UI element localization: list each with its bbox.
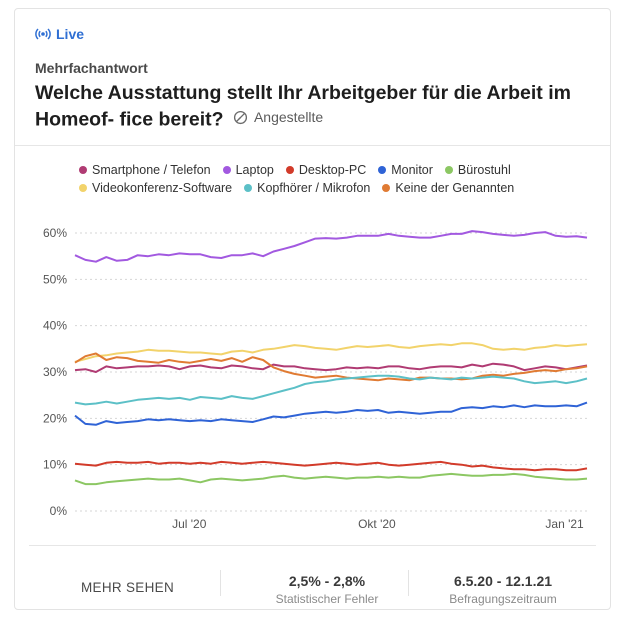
live-label: Live <box>56 26 85 42</box>
y-tick-label: 20% <box>43 411 67 425</box>
legend-row: Videokonferenz-Software Kopfhörer / Mikro… <box>79 179 579 197</box>
x-tick-label: Jul '20 <box>172 517 207 531</box>
y-tick-label: 40% <box>43 319 67 333</box>
series-line <box>74 401 588 426</box>
series-line <box>74 460 588 472</box>
legend-label: Bürostuhl <box>457 163 511 177</box>
legend-label: Keine der Genannten <box>395 181 515 195</box>
series-line <box>74 230 588 263</box>
error-stat: 2,5% - 2,8% Statistischer Fehler <box>237 573 417 606</box>
legend-item[interactable]: Smartphone / Telefon <box>79 163 211 177</box>
period-label: Befragungszeitraum <box>449 592 557 606</box>
legend-label: Videokonferenz-Software <box>92 181 233 195</box>
footer-separator <box>408 570 409 596</box>
legend-item[interactable]: Bürostuhl <box>444 163 511 177</box>
series-line <box>74 362 588 373</box>
error-value: 2,5% - 2,8% <box>288 573 366 589</box>
legend-item[interactable]: Laptop <box>222 163 274 177</box>
question-title: Welche Ausstattung stellt Ihr Arbeitgebe… <box>35 82 571 131</box>
y-tick-label: 10% <box>43 458 67 472</box>
x-tick-label: Okt '20 <box>358 517 396 531</box>
y-tick-label: 30% <box>43 365 67 379</box>
series-line <box>74 352 588 382</box>
legend-label: Smartphone / Telefon <box>92 163 211 177</box>
audience-label: Angestellte <box>253 109 324 125</box>
page-title: Welche Ausstattung stellt Ihr Arbeitgebe… <box>35 81 595 132</box>
series-line <box>74 374 588 406</box>
period-value: 6.5.20 - 12.1.21 <box>453 573 553 589</box>
legend-item[interactable]: Monitor <box>378 163 433 177</box>
period-stat: 6.5.20 - 12.1.21 Befragungszeitraum <box>413 573 593 606</box>
header-divider <box>15 145 610 146</box>
footer-separator <box>220 570 221 596</box>
legend-item[interactable]: Videokonferenz-Software <box>79 181 232 195</box>
legend-label: Monitor <box>391 163 433 177</box>
question-type: Mehrfachantwort <box>35 60 148 76</box>
audience-icon <box>233 110 248 124</box>
legend-label: Kopfhörer / Mikrofon <box>257 181 371 195</box>
legend-swatch <box>79 184 87 192</box>
legend-item[interactable]: Kopfhörer / Mikrofon <box>244 181 370 195</box>
x-tick-label: Jan '21 <box>545 517 584 531</box>
y-tick-label: 0% <box>50 504 68 518</box>
legend-swatch <box>285 166 294 174</box>
chart-card: Live Mehrfachantwort Welche Ausstattung … <box>14 8 611 610</box>
legend-swatch <box>378 166 387 174</box>
legend-swatch <box>79 166 87 174</box>
chart-legend: Smartphone / Telefon Laptop Desktop-PC Moni… <box>79 161 579 197</box>
legend-row: Smartphone / Telefon Laptop Desktop-PC Moni… <box>79 161 579 179</box>
y-tick-label: 50% <box>43 272 67 286</box>
legend-swatch <box>222 166 231 174</box>
legend-swatch <box>382 184 391 192</box>
legend-item[interactable]: Keine der Genannten <box>382 181 514 195</box>
legend-label: Laptop <box>235 163 274 177</box>
legend-swatch <box>444 166 453 174</box>
y-tick-label: 60% <box>43 226 67 240</box>
series-line <box>74 472 588 486</box>
legend-swatch <box>244 184 253 192</box>
footer-divider <box>29 545 596 546</box>
series-line <box>74 342 588 363</box>
error-label: Statistischer Fehler <box>275 592 379 606</box>
legend-label: Desktop-PC <box>298 163 367 177</box>
more-button[interactable]: MEHR SEHEN <box>81 580 175 595</box>
footer: MEHR SEHEN 2,5% - 2,8% Statistischer Feh… <box>15 554 610 611</box>
legend-item[interactable]: Desktop-PC <box>285 163 367 177</box>
live-icon <box>35 28 51 40</box>
audience-filter[interactable]: Angestellte <box>233 105 323 129</box>
live-indicator[interactable]: Live <box>35 26 84 42</box>
